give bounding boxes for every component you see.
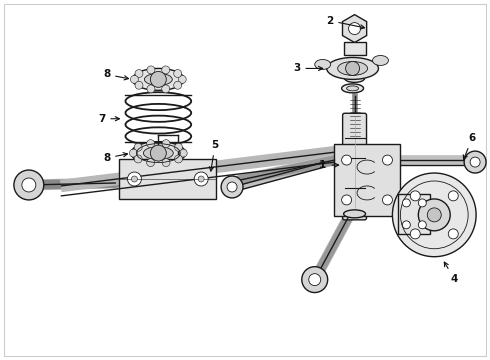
Circle shape <box>410 191 420 201</box>
Circle shape <box>345 62 360 75</box>
Circle shape <box>147 66 155 74</box>
Ellipse shape <box>372 55 389 66</box>
Circle shape <box>22 178 36 192</box>
FancyBboxPatch shape <box>343 113 367 220</box>
Circle shape <box>383 195 392 205</box>
Circle shape <box>131 176 137 182</box>
Ellipse shape <box>344 75 365 82</box>
Circle shape <box>342 155 352 165</box>
Text: 3: 3 <box>293 63 322 73</box>
Ellipse shape <box>338 62 368 75</box>
Circle shape <box>173 81 182 89</box>
Circle shape <box>134 155 142 163</box>
Circle shape <box>150 71 166 87</box>
Circle shape <box>147 159 155 167</box>
FancyBboxPatch shape <box>120 159 216 199</box>
Circle shape <box>147 140 155 148</box>
Circle shape <box>135 69 143 77</box>
FancyBboxPatch shape <box>4 4 486 356</box>
Circle shape <box>418 221 426 229</box>
Circle shape <box>147 85 155 93</box>
Circle shape <box>448 191 458 201</box>
Ellipse shape <box>343 210 366 218</box>
Circle shape <box>174 155 182 163</box>
Circle shape <box>464 151 486 173</box>
Circle shape <box>402 221 410 229</box>
Circle shape <box>134 143 142 151</box>
FancyBboxPatch shape <box>398 194 430 234</box>
Circle shape <box>470 157 480 167</box>
Ellipse shape <box>327 58 378 80</box>
Ellipse shape <box>144 147 173 159</box>
Text: 6: 6 <box>463 133 476 159</box>
Circle shape <box>418 199 450 231</box>
Circle shape <box>227 182 237 192</box>
Circle shape <box>448 229 458 239</box>
Circle shape <box>173 69 182 77</box>
FancyBboxPatch shape <box>334 144 400 216</box>
Text: 1: 1 <box>319 160 339 170</box>
Circle shape <box>383 155 392 165</box>
Circle shape <box>127 172 142 186</box>
Circle shape <box>179 149 187 157</box>
Text: 4: 4 <box>444 262 458 284</box>
Ellipse shape <box>315 59 331 69</box>
Ellipse shape <box>342 84 364 93</box>
Text: 8: 8 <box>103 69 128 80</box>
Circle shape <box>162 140 170 148</box>
Ellipse shape <box>346 86 359 91</box>
Circle shape <box>135 81 143 89</box>
Ellipse shape <box>145 73 172 85</box>
Circle shape <box>162 159 170 167</box>
Circle shape <box>174 143 182 151</box>
Ellipse shape <box>348 64 361 69</box>
Text: 7: 7 <box>98 114 120 124</box>
Circle shape <box>302 267 328 293</box>
Circle shape <box>427 208 441 222</box>
Text: 2: 2 <box>326 15 365 29</box>
Circle shape <box>342 195 352 205</box>
Circle shape <box>129 149 137 157</box>
Circle shape <box>162 66 170 74</box>
Circle shape <box>162 85 170 93</box>
Circle shape <box>150 145 166 161</box>
Circle shape <box>392 173 476 257</box>
Text: 5: 5 <box>209 140 219 171</box>
Circle shape <box>348 23 361 35</box>
Text: 8: 8 <box>103 153 127 163</box>
Ellipse shape <box>343 62 366 71</box>
Circle shape <box>178 75 186 84</box>
Circle shape <box>14 170 44 200</box>
Circle shape <box>402 199 410 207</box>
Circle shape <box>198 176 204 182</box>
Circle shape <box>194 172 208 186</box>
Circle shape <box>309 274 321 285</box>
Circle shape <box>418 199 426 207</box>
Ellipse shape <box>131 141 186 165</box>
FancyBboxPatch shape <box>343 41 366 55</box>
Circle shape <box>221 176 243 198</box>
Circle shape <box>130 75 138 84</box>
Circle shape <box>410 229 420 239</box>
Ellipse shape <box>132 68 184 90</box>
